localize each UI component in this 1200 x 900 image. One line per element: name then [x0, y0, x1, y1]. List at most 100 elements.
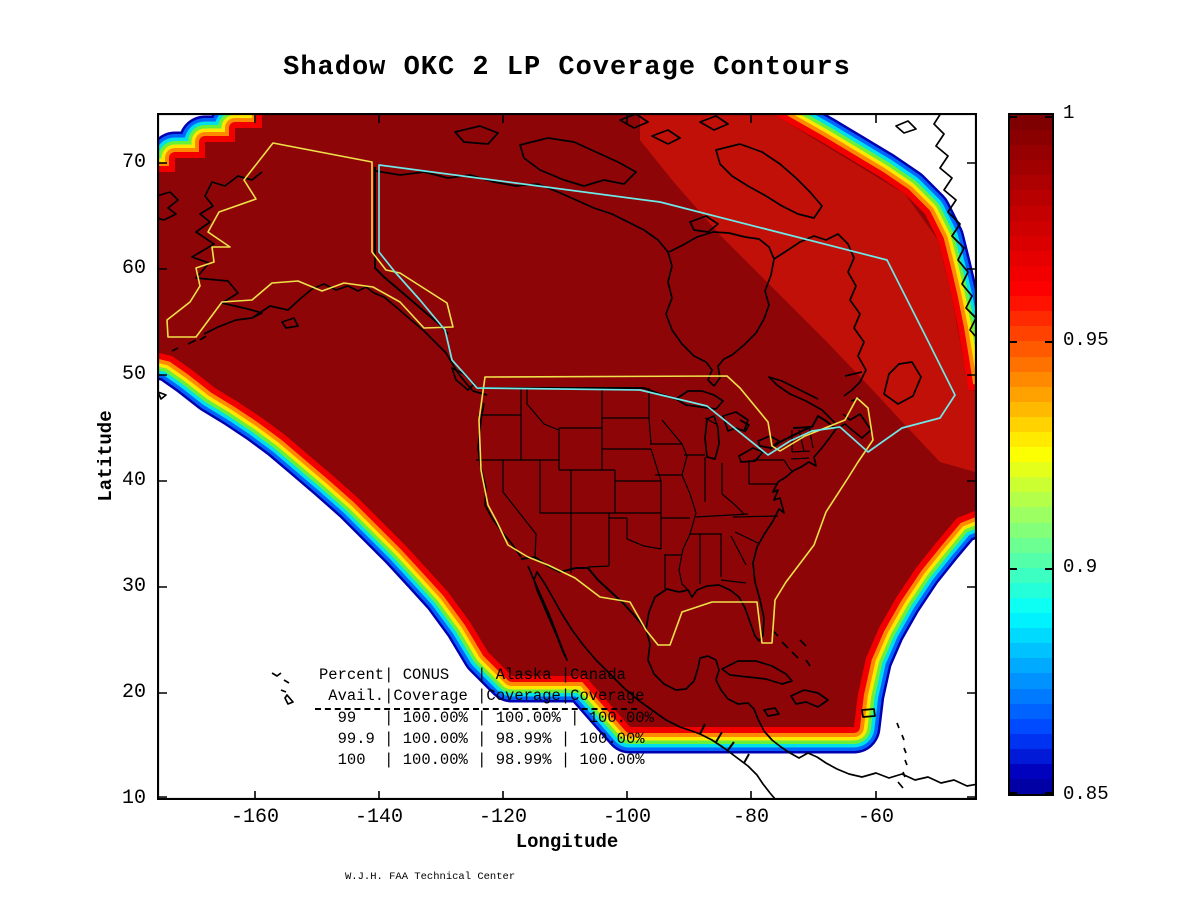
colorbar-band [1010, 492, 1052, 508]
coverage-stats-table: Percent| CONUS | Alaska |Canada Avail.|C… [319, 665, 654, 771]
colorbar-band [1010, 356, 1052, 372]
colorbar-band [1010, 371, 1052, 387]
colorbar-band [1010, 115, 1052, 131]
alaska-boundary [166, 142, 454, 338]
colorbar-tick-mark [1045, 568, 1052, 570]
colorbar-band [1010, 688, 1052, 704]
colorbar-tick-mark [1045, 792, 1052, 794]
coast-caribbean-hawaii [271, 629, 908, 789]
colorbar-tick-mark [1010, 116, 1017, 118]
x-tick-label: -160 [230, 806, 279, 829]
y-tick-label: 70 [121, 151, 146, 174]
colorbar-band [1010, 748, 1052, 765]
coverage-table-row: Percent| CONUS | Alaska |Canada [319, 666, 626, 684]
colorbar-tick-mark [1010, 568, 1017, 570]
table-divider [315, 708, 637, 710]
y-tick-label: 10 [121, 787, 146, 810]
colorbar-tick-label: 1 [1063, 102, 1075, 124]
colorbar-tick-mark [1010, 341, 1017, 343]
canada-coverage-boundary [378, 164, 956, 456]
colorbar-band [1010, 326, 1052, 342]
colorbar-tick-mark [1010, 792, 1017, 794]
coast-mexico-centralamerica [527, 565, 977, 800]
colorbar-band [1010, 733, 1052, 749]
coast-great-lakes [675, 390, 780, 463]
colorbar-band [1010, 145, 1052, 161]
x-tick-label: -140 [354, 806, 403, 829]
colorbar-tick-label: 0.9 [1063, 556, 1098, 579]
y-tick-label: 60 [121, 257, 146, 280]
colorbar-band [1010, 401, 1052, 417]
colorbar-band [1010, 598, 1052, 614]
colorbar-band [1010, 296, 1052, 312]
colorbar-band [1010, 582, 1052, 598]
colorbar-band [1010, 130, 1052, 146]
colorbar-band [1010, 220, 1052, 236]
colorbar-band [1010, 190, 1052, 206]
coast-us-east-gulf [645, 361, 922, 642]
colorbar-band [1010, 658, 1052, 674]
colorbar-band [1010, 552, 1052, 568]
colorbar-band [1010, 341, 1052, 357]
coverage-map [157, 113, 977, 800]
colorbar-gradient [1010, 115, 1052, 795]
colorbar-tick-mark [1045, 116, 1052, 118]
colorbar-band [1010, 613, 1052, 629]
colorbar-band [1010, 447, 1052, 463]
coast-greenland [895, 113, 977, 339]
colorbar-tick-mark [1045, 341, 1052, 343]
colorbar-band [1010, 160, 1052, 176]
axis-ticks [158, 114, 976, 800]
colorbar-band [1010, 281, 1052, 297]
y-tick-label: 50 [121, 363, 146, 386]
credit-line-1: W.J.H. FAA Technical Center [345, 871, 516, 883]
x-tick-label: -80 [732, 806, 769, 829]
coverage-table-row: 100 | 100.00% | 98.99% | 100.00% [319, 751, 645, 770]
colorbar-band [1010, 703, 1052, 719]
colorbar-band [1010, 205, 1052, 221]
colorbar-band [1010, 431, 1052, 448]
coverage-table-row: 99 | 100.00% | 100.00% | 100.00% [319, 708, 654, 727]
y-axis-label: Latitude [95, 410, 117, 502]
colorbar-band [1010, 567, 1052, 583]
conus-alaska-coverage-boundary [166, 142, 874, 646]
colorbar-band [1010, 522, 1052, 538]
x-tick-label: -120 [478, 806, 527, 829]
colorbar-band [1010, 235, 1052, 251]
colorbar-band [1010, 537, 1052, 553]
colorbar-band [1010, 764, 1052, 780]
plot-frame [157, 113, 977, 800]
coverage-table-row: 99.9 | 100.00% | 98.99% | 100.00% [319, 729, 645, 748]
colorbar-band [1010, 175, 1052, 191]
colorbar-tick-label: 0.85 [1063, 783, 1109, 805]
colorbar-band [1010, 416, 1052, 432]
colorbar-band [1010, 386, 1052, 402]
colorbar-band [1010, 507, 1052, 523]
colorbar-band [1010, 250, 1052, 266]
colorbar-band [1010, 643, 1052, 659]
y-tick-label: 20 [121, 681, 146, 704]
coverage-table-row: Avail.|Coverage |Coverage|Coverage [319, 687, 645, 706]
colorbar-band [1010, 673, 1052, 689]
colorbar-band [1010, 311, 1052, 327]
y-tick-label: 30 [121, 575, 146, 598]
plot-area: Percent| CONUS | Alaska |Canada Avail.|C… [157, 113, 977, 883]
colorbar-band [1010, 265, 1052, 282]
colorbar-band [1010, 462, 1052, 478]
x-axis-label: Longitude [515, 831, 619, 853]
x-tick-label: -60 [857, 806, 894, 829]
coverage-lighter-band [640, 113, 977, 473]
colorbar-band [1010, 477, 1052, 493]
x-tick-label: -100 [602, 806, 651, 829]
colorbar-band [1010, 628, 1052, 644]
colorbar-band [1010, 779, 1052, 795]
conus-boundary [478, 375, 874, 646]
colorbar-band [1010, 718, 1052, 734]
credit-text: W.J.H. FAA Technical Center WAAS Test Te… [345, 844, 515, 900]
y-tick-label: 40 [121, 469, 146, 492]
colorbar-tick-label: 0.95 [1063, 328, 1109, 351]
state-borders [476, 388, 814, 593]
colorbar [1008, 113, 1054, 796]
title-line-1: Shadow OKC 2 LP Coverage Contours [283, 53, 851, 83]
